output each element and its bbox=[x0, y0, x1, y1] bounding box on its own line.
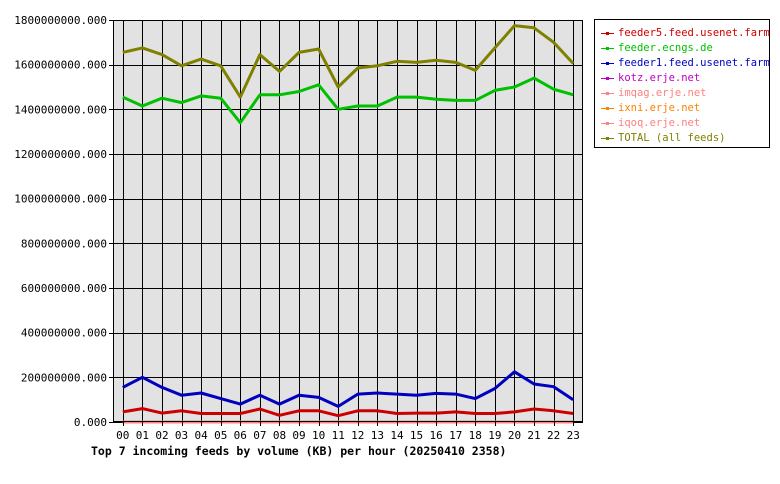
x-tick-label: 22 bbox=[547, 429, 560, 442]
legend-swatch bbox=[601, 119, 614, 128]
x-tick-label: 23 bbox=[567, 429, 580, 442]
legend-label: feeder5.feed.usenet.farm bbox=[618, 27, 770, 39]
legend-swatch bbox=[601, 44, 614, 53]
y-tick-label: 400000000.000 bbox=[21, 327, 107, 340]
x-tick-label: 10 bbox=[312, 429, 325, 442]
chart-title: Top 7 incoming feeds by volume (KB) per … bbox=[91, 444, 507, 458]
x-tick-label: 15 bbox=[410, 429, 423, 442]
x-tick-label: 17 bbox=[449, 429, 462, 442]
legend-item-feeder5-feed-usenet-farm: feeder5.feed.usenet.farm bbox=[601, 26, 770, 41]
legend-label: feeder1.feed.usenet.farm bbox=[618, 57, 770, 69]
legend-swatch bbox=[601, 59, 614, 68]
legend-label: imqag.erje.net bbox=[618, 87, 707, 99]
legend-label: feeder.ecngs.de bbox=[618, 42, 713, 54]
series-line-feeder1-feed-usenet-farm bbox=[122, 370, 575, 408]
x-tick-label: 20 bbox=[508, 429, 521, 442]
x-tick-label: 13 bbox=[371, 429, 384, 442]
chart-legend: feeder5.feed.usenet.farm feeder.ecngs.de f… bbox=[594, 19, 770, 148]
x-tick-label: 07 bbox=[253, 429, 266, 442]
y-tick-label: 1200000000.000 bbox=[14, 148, 107, 161]
x-tick-label: 05 bbox=[214, 429, 227, 442]
x-tick-label: 11 bbox=[332, 429, 345, 442]
x-tick-label: 00 bbox=[116, 429, 129, 442]
legend-swatch bbox=[601, 134, 614, 143]
x-tick-label: 16 bbox=[430, 429, 443, 442]
y-tick-label: 600000000.000 bbox=[21, 282, 107, 295]
series-line-feeder5-feed-usenet-farm bbox=[122, 407, 574, 418]
x-tick-label: 18 bbox=[469, 429, 482, 442]
x-tick-label: 21 bbox=[527, 429, 540, 442]
legend-label: ixni.erje.net bbox=[618, 102, 701, 114]
legend-label: kotz.erje.net bbox=[618, 72, 701, 84]
y-tick-label: 1400000000.000 bbox=[14, 103, 107, 116]
legend-item-ixni-erje-net: ixni.erje.net bbox=[601, 101, 700, 116]
x-tick-label: 04 bbox=[195, 429, 209, 442]
legend-item-kotz-erje-net: kotz.erje.net bbox=[601, 71, 700, 86]
series-line-total-all-feeds bbox=[122, 24, 575, 99]
series-line-feeder-ecngs-de bbox=[122, 76, 574, 125]
x-tick-label: 06 bbox=[234, 429, 247, 442]
legend-item-imqag-erje-net: imqag.erje.net bbox=[601, 86, 707, 101]
y-tick-label: 200000000.000 bbox=[21, 371, 107, 384]
legend-item-total-all-feeds: TOTAL (all feeds) bbox=[601, 131, 725, 146]
legend-label: iqoq.erje.net bbox=[618, 117, 701, 129]
legend-item-iqoq-erje-net: iqoq.erje.net bbox=[601, 116, 700, 131]
x-tick-label: 14 bbox=[390, 429, 404, 442]
legend-swatch bbox=[601, 29, 614, 38]
legend-item-feeder-ecngs-de: feeder.ecngs.de bbox=[601, 41, 713, 56]
legend-swatch bbox=[601, 74, 614, 83]
y-tick-label: 1600000000.000 bbox=[14, 59, 107, 72]
plot-area bbox=[113, 20, 583, 422]
x-tick-label: 09 bbox=[292, 429, 305, 442]
y-tick-label: 1800000000.000 bbox=[14, 14, 107, 27]
x-tick-label: 01 bbox=[136, 429, 149, 442]
legend-label: TOTAL (all feeds) bbox=[618, 132, 726, 144]
x-tick-label: 19 bbox=[488, 429, 501, 442]
x-tick-label: 12 bbox=[351, 429, 364, 442]
legend-swatch bbox=[601, 89, 614, 98]
x-tick-label: 02 bbox=[155, 429, 168, 442]
x-tick-label: 08 bbox=[273, 429, 286, 442]
y-tick-label: 1000000000.000 bbox=[14, 193, 107, 206]
legend-swatch bbox=[601, 104, 614, 113]
y-tick-label: 0.000 bbox=[74, 416, 107, 429]
y-tick-label: 800000000.000 bbox=[21, 237, 107, 250]
plot-frame bbox=[113, 20, 583, 422]
x-tick-label: 03 bbox=[175, 429, 188, 442]
legend-item-feeder1-feed-usenet-farm: feeder1.feed.usenet.farm bbox=[601, 56, 770, 71]
